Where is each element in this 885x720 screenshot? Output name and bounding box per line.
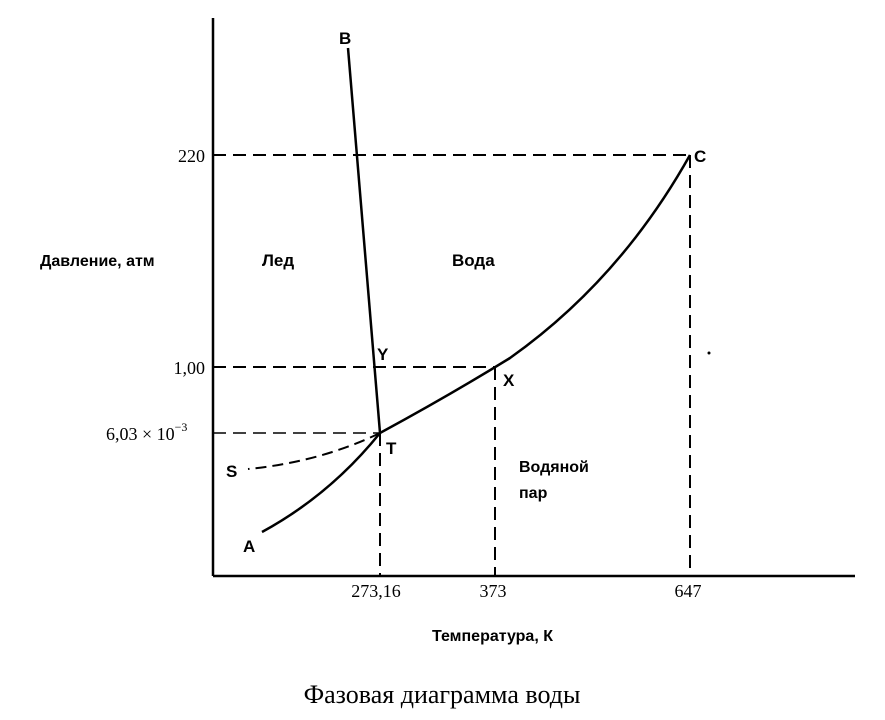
region-ice: Лед <box>262 251 294 270</box>
region-vapor-line2: пар <box>519 485 548 502</box>
y-tick-triple-base: 6,03 × 10 <box>106 424 175 444</box>
figure-caption: Фазовая диаграмма воды <box>304 680 581 709</box>
x-tick-373: 373 <box>480 581 507 601</box>
y-tick-triple-exponent: −3 <box>175 420 188 434</box>
point-A: A <box>243 537 255 556</box>
x-tick-647: 647 <box>675 581 702 601</box>
curve-sublimation-AT <box>261 432 381 534</box>
point-X: X <box>503 371 515 390</box>
y-axis-label: Давление, атм <box>40 253 155 270</box>
y-tick-1atm: 1,00 <box>174 358 206 378</box>
point-S: S <box>226 462 237 481</box>
x-tick-273: 273,16 <box>351 581 401 601</box>
y-tick-triple: 6,03 × 10−3 <box>106 420 187 444</box>
curve-vaporization-TC <box>379 154 692 435</box>
y-tick-220: 220 <box>178 146 205 166</box>
stray-dot <box>707 351 711 355</box>
curve-supercooled-TS <box>247 432 381 470</box>
point-B: B <box>339 29 351 48</box>
x-axis-label: Температура, К <box>432 628 553 645</box>
point-T: T <box>386 439 397 458</box>
curve-melting-TB <box>346 47 382 434</box>
point-Y: Y <box>377 345 389 364</box>
region-water: Вода <box>452 251 495 270</box>
point-C: C <box>694 147 706 166</box>
region-vapor-line1: Водяной <box>519 459 589 476</box>
